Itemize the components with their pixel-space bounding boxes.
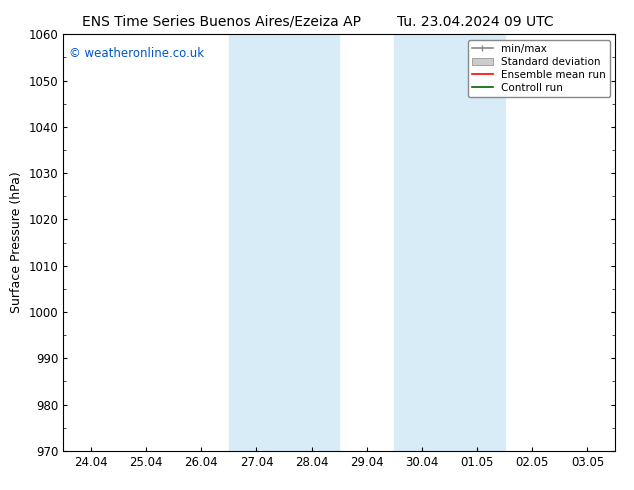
- Text: ENS Time Series Buenos Aires/Ezeiza AP: ENS Time Series Buenos Aires/Ezeiza AP: [82, 15, 361, 29]
- Legend: min/max, Standard deviation, Ensemble mean run, Controll run: min/max, Standard deviation, Ensemble me…: [467, 40, 610, 97]
- Y-axis label: Surface Pressure (hPa): Surface Pressure (hPa): [10, 172, 23, 314]
- Text: © weatheronline.co.uk: © weatheronline.co.uk: [69, 47, 204, 60]
- Bar: [394, 34, 505, 451]
- Text: Tu. 23.04.2024 09 UTC: Tu. 23.04.2024 09 UTC: [397, 15, 554, 29]
- Bar: [229, 34, 339, 451]
